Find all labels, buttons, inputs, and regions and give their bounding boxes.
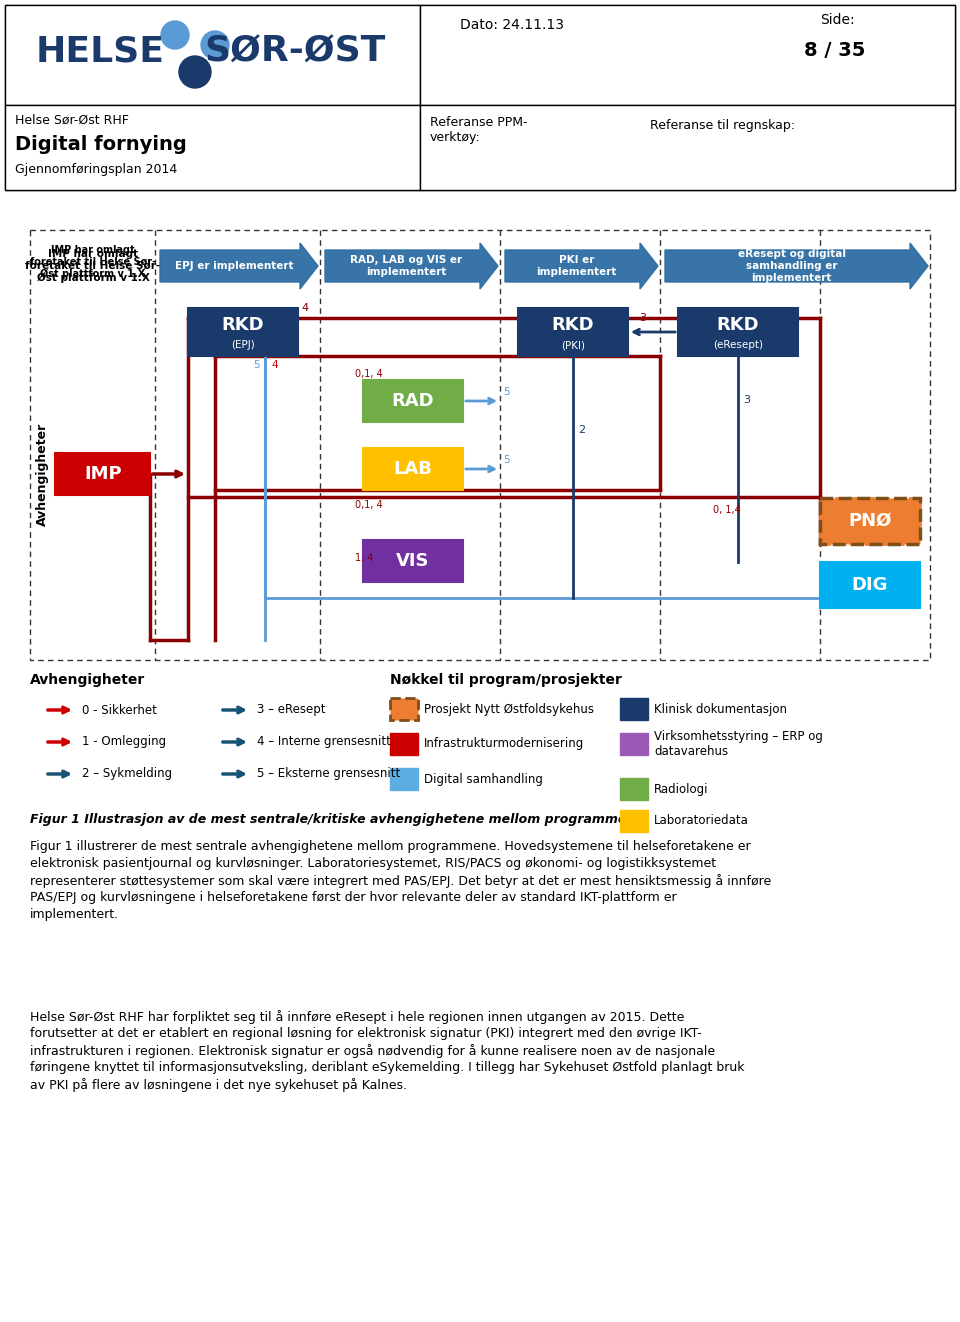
Text: Referanse til regnskap:: Referanse til regnskap:: [650, 119, 795, 131]
Text: infrastrukturen i regionen. Elektronisk signatur er også nødvendig for å kunne r: infrastrukturen i regionen. Elektronisk …: [30, 1044, 715, 1058]
Text: Klinisk dokumentasjon: Klinisk dokumentasjon: [654, 702, 787, 715]
Text: PNØ: PNØ: [849, 512, 892, 530]
Text: 4: 4: [301, 303, 308, 313]
Bar: [390, 732, 418, 755]
Text: RKD: RKD: [552, 316, 594, 334]
Bar: [55, 453, 150, 494]
Text: Digital fornying: Digital fornying: [15, 135, 187, 155]
Text: implementert.: implementert.: [30, 908, 119, 921]
Text: 4 – Interne grensesnitt: 4 – Interne grensesnitt: [257, 735, 391, 748]
Text: PAS/EPJ og kurvløsningene i helseforetakene først der hvor relevante deler av st: PAS/EPJ og kurvløsningene i helseforetak…: [30, 891, 677, 904]
Text: 5: 5: [503, 455, 510, 465]
Text: av PKI på flere av løsningene i det nye sykehuset på Kalnes.: av PKI på flere av løsningene i det nye …: [30, 1077, 407, 1092]
Text: 0 - Sikkerhet: 0 - Sikkerhet: [82, 703, 156, 717]
Bar: [390, 698, 418, 720]
Text: IMP: IMP: [84, 465, 122, 483]
Bar: [620, 698, 648, 720]
Bar: [390, 768, 418, 791]
Text: Radiologi: Radiologi: [654, 783, 708, 796]
Text: Dato: 24.11.13: Dato: 24.11.13: [460, 19, 564, 32]
Text: 2 – Sykmelding: 2 – Sykmelding: [82, 768, 172, 780]
Text: eResept og digital
samhandling er
implementert: eResept og digital samhandling er implem…: [737, 250, 846, 283]
Text: Prosjekt Nytt Østfoldsykehus: Prosjekt Nytt Østfoldsykehus: [424, 702, 594, 715]
Bar: [518, 308, 628, 356]
Text: Figur 1 illustrerer de mest sentrale avhengighetene mellom programmene. Hovedsys: Figur 1 illustrerer de mest sentrale avh…: [30, 839, 751, 853]
Polygon shape: [505, 243, 658, 290]
Text: 0, 1,4: 0, 1,4: [713, 505, 741, 516]
Text: 3 – eResept: 3 – eResept: [257, 703, 325, 717]
Text: RKD: RKD: [222, 316, 264, 334]
Text: RAD, LAB og VIS er
implementert: RAD, LAB og VIS er implementert: [350, 255, 463, 276]
Polygon shape: [325, 243, 498, 290]
Text: Digital samhandling: Digital samhandling: [424, 772, 542, 785]
Bar: [188, 308, 298, 356]
Text: 3: 3: [639, 313, 646, 323]
Text: 2: 2: [578, 424, 586, 435]
Text: Laboratoriedata: Laboratoriedata: [654, 814, 749, 828]
Bar: [820, 498, 920, 543]
Polygon shape: [665, 243, 928, 290]
Text: Helse Sør-Øst RHF: Helse Sør-Øst RHF: [15, 114, 129, 127]
Text: Side:: Side:: [820, 13, 854, 26]
Text: Referanse PPM-
verktøy:: Referanse PPM- verktøy:: [430, 116, 527, 144]
Text: føringene knyttet til informasjonsutveksling, deriblant eSykemelding. I tillegg : føringene knyttet til informasjonsutveks…: [30, 1062, 745, 1073]
Text: 5: 5: [503, 387, 510, 397]
Text: Avhengigheter: Avhengigheter: [30, 673, 145, 687]
Text: RAD: RAD: [392, 393, 434, 410]
Text: representerer støttesystemer som skal være integrert med PAS/EPJ. Det betyr at d: representerer støttesystemer som skal væ…: [30, 874, 771, 888]
Text: 8 / 35: 8 / 35: [804, 41, 866, 59]
Text: HELSE: HELSE: [36, 34, 164, 69]
Bar: [363, 379, 463, 422]
Bar: [420, 104, 955, 190]
Text: 0,1, 4: 0,1, 4: [355, 369, 383, 379]
Text: Infrastrukturmodernisering: Infrastrukturmodernisering: [424, 738, 585, 751]
Bar: [620, 810, 648, 832]
Bar: [363, 539, 463, 582]
Text: IMP har omlagt
foretaket til Helse Sør-
Øst plattform v 1.X: IMP har omlagt foretaket til Helse Sør- …: [30, 246, 156, 279]
Text: Figur 1 Illustrasjon av de mest sentrale/kritiske avhengighetene mellom programm: Figur 1 Illustrasjon av de mest sentrale…: [30, 813, 644, 826]
Text: RKD: RKD: [717, 316, 759, 334]
Text: (EPJ): (EPJ): [231, 340, 254, 350]
Text: 1, 4: 1, 4: [355, 553, 373, 563]
Bar: [363, 448, 463, 490]
Bar: [620, 779, 648, 800]
Text: Virksomhetsstyring – ERP og
datavarehus: Virksomhetsstyring – ERP og datavarehus: [654, 730, 823, 758]
Text: 5: 5: [252, 360, 259, 370]
Text: SØR-ØST: SØR-ØST: [204, 34, 386, 69]
Text: Nøkkel til program/prosjekter: Nøkkel til program/prosjekter: [390, 673, 622, 687]
Bar: [820, 562, 920, 608]
Text: (PKI): (PKI): [561, 340, 585, 350]
Bar: [30, 230, 930, 660]
Text: elektronisk pasientjournal og kurvløsninger. Laboratoriesystemet, RIS/PACS og øk: elektronisk pasientjournal og kurvløsnin…: [30, 857, 716, 870]
Text: forutsetter at det er etablert en regional løsning for elektronisk signatur (PKI: forutsetter at det er etablert en region…: [30, 1027, 702, 1040]
Bar: [820, 498, 920, 543]
Circle shape: [179, 56, 211, 89]
Circle shape: [201, 30, 229, 59]
Text: PKI er
implementert: PKI er implementert: [537, 255, 616, 276]
Text: LAB: LAB: [394, 460, 432, 479]
Bar: [620, 732, 648, 755]
Text: Helse Sør-Øst RHF har forpliktet seg til å innføre eResept i hele regionen innen: Helse Sør-Øst RHF har forpliktet seg til…: [30, 1010, 684, 1025]
Bar: [420, 5, 955, 104]
Bar: [5, 104, 420, 190]
Text: 3: 3: [743, 395, 750, 405]
Text: EPJ er implementert: EPJ er implementert: [175, 260, 293, 271]
Polygon shape: [160, 243, 318, 290]
Text: DIG: DIG: [852, 576, 888, 594]
Bar: [678, 308, 798, 356]
Text: 0,1, 4: 0,1, 4: [355, 500, 383, 510]
Bar: [5, 5, 420, 104]
Circle shape: [161, 21, 189, 49]
Text: Gjennomføringsplan 2014: Gjennomføringsplan 2014: [15, 164, 178, 177]
Text: 5 – Eksterne grensesnitt: 5 – Eksterne grensesnitt: [257, 768, 400, 780]
Text: (eResept): (eResept): [713, 340, 763, 350]
Text: 1 - Omlegging: 1 - Omlegging: [82, 735, 166, 748]
Text: 4: 4: [272, 360, 278, 370]
Text: IMP har omlagt
foretaket til Helse Sør-
Øst plattform v 1.X: IMP har omlagt foretaket til Helse Sør- …: [25, 250, 160, 283]
Text: VIS: VIS: [396, 553, 430, 570]
Bar: [5, 5, 955, 190]
Text: Avhengigheter: Avhengigheter: [36, 422, 49, 526]
